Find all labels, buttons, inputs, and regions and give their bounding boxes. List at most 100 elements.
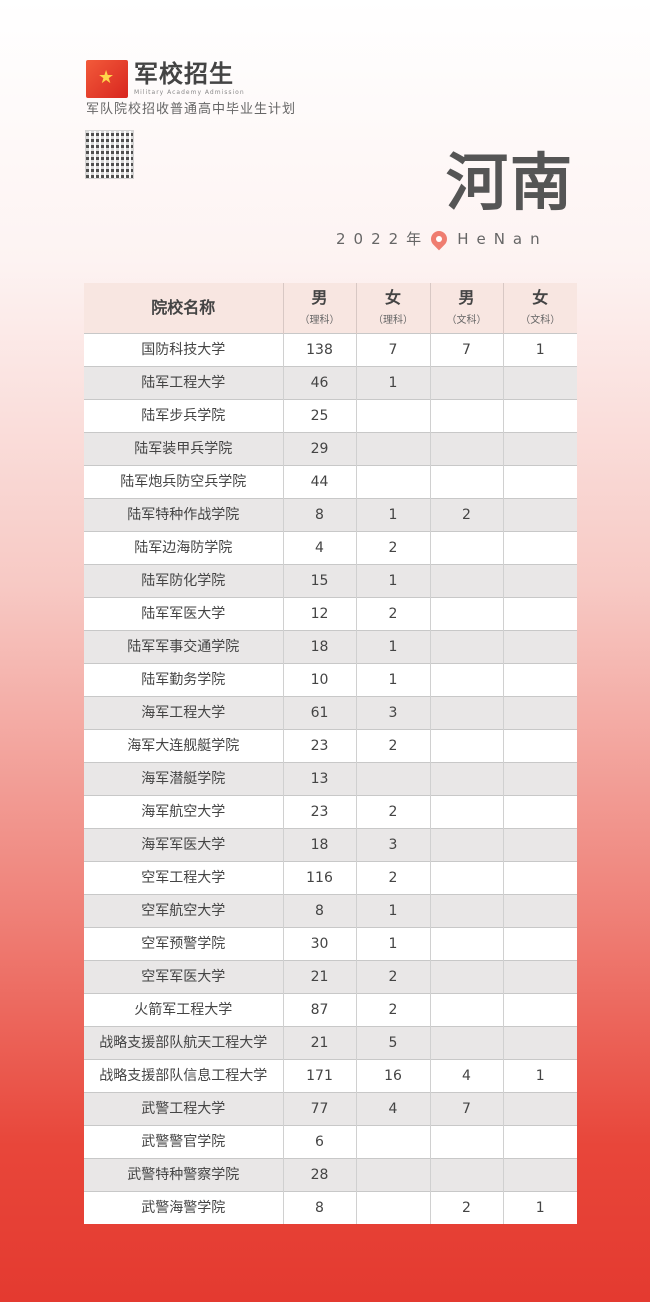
quota-cell: 4 (355, 1092, 430, 1126)
school-name-cell: 陆军特种作战学院 (84, 498, 283, 532)
quota-cell: 13 (282, 762, 356, 796)
quota-cell: 2 (355, 729, 430, 763)
quota-cell (502, 696, 577, 730)
quota-cell: 2 (355, 861, 430, 895)
quota-cell (355, 1191, 430, 1224)
year: 2022年 (336, 230, 430, 248)
school-name-cell: 陆军工程大学 (84, 366, 283, 400)
table-row: 海军工程大学 61 3 (84, 696, 577, 730)
quota-cell (502, 1092, 577, 1126)
quota-cell (502, 729, 577, 763)
quota-cell (502, 432, 577, 466)
quota-cell: 25 (282, 399, 356, 433)
qr-code (85, 130, 134, 179)
quota-cell: 61 (282, 696, 356, 730)
quota-cell (502, 960, 577, 994)
table-row: 陆军勤务学院 10 1 (84, 663, 577, 697)
column-header-label: 男 (458, 288, 475, 307)
quota-cell: 1 (355, 894, 430, 928)
logo: ★ 军校招生 Military Academy Admission (86, 60, 245, 98)
quota-cell: 21 (282, 1026, 356, 1060)
table-row: 空军航空大学 8 1 (84, 894, 577, 928)
table-row: 武警海警学院 8 2 1 (84, 1191, 577, 1224)
quota-cell (502, 531, 577, 565)
quota-cell: 8 (282, 498, 356, 532)
table-row: 陆军军事交通学院 18 1 (84, 630, 577, 664)
quota-cell: 138 (282, 333, 356, 367)
table-row: 武警警官学院 6 (84, 1125, 577, 1159)
quota-cell: 2 (355, 960, 430, 994)
table-row: 战略支援部队航天工程大学 21 5 (84, 1026, 577, 1060)
quota-cell: 77 (282, 1092, 356, 1126)
quota-cell (502, 1026, 577, 1060)
quota-cell (502, 564, 577, 598)
quota-cell (429, 663, 503, 697)
column-header-sub: （理科） (373, 315, 413, 326)
quota-cell: 116 (282, 861, 356, 895)
quota-cell (429, 399, 503, 433)
quota-cell: 1 (502, 333, 577, 367)
quota-cell (429, 927, 503, 961)
quota-cell (502, 927, 577, 961)
quota-cell (502, 993, 577, 1027)
quota-cell: 28 (282, 1158, 356, 1192)
quota-cell (355, 432, 430, 466)
quota-cell: 2 (355, 993, 430, 1027)
column-header: 男 （理科） (282, 283, 356, 334)
school-name-cell: 海军大连舰艇学院 (84, 729, 283, 763)
school-name-cell: 武警工程大学 (84, 1092, 283, 1126)
school-name-cell: 海军军医大学 (84, 828, 283, 862)
table-row: 国防科技大学 138 7 7 1 (84, 333, 577, 367)
column-header-label: 女 (384, 288, 401, 307)
quota-cell: 1 (502, 1059, 577, 1093)
quota-cell: 18 (282, 630, 356, 664)
quota-cell: 1 (355, 366, 430, 400)
quota-cell (502, 861, 577, 895)
table-header-row: 院校名称 男 （理科） 女 （理科） 男 （文科） 女 （文科） (84, 283, 577, 334)
quota-cell: 15 (282, 564, 356, 598)
column-header: 女 （理科） (355, 283, 430, 334)
table-row: 空军军医大学 21 2 (84, 960, 577, 994)
quota-cell (355, 1158, 430, 1192)
column-header-label: 女 (532, 288, 549, 307)
school-name-cell: 空军预警学院 (84, 927, 283, 961)
quota-cell: 10 (282, 663, 356, 697)
table-row: 空军工程大学 116 2 (84, 861, 577, 895)
quota-cell: 1 (355, 498, 430, 532)
quota-cell: 8 (282, 1191, 356, 1224)
quota-cell (355, 465, 430, 499)
quota-cell (429, 762, 503, 796)
column-header-sub: （文科） (446, 315, 487, 326)
school-name-cell: 国防科技大学 (84, 333, 283, 367)
school-name-cell: 陆军防化学院 (84, 564, 283, 598)
quota-cell: 44 (282, 465, 356, 499)
quota-cell (429, 465, 503, 499)
school-name-cell: 海军潜艇学院 (84, 762, 283, 796)
column-header-label: 院校名称 (151, 298, 216, 317)
quota-cell (429, 795, 503, 829)
school-name-cell: 陆军炮兵防空兵学院 (84, 465, 283, 499)
column-header-sub: （文科） (520, 315, 561, 326)
location-pin-icon (427, 227, 451, 251)
quota-cell (502, 597, 577, 631)
quota-cell: 7 (429, 1092, 503, 1126)
table-row: 武警特种警察学院 28 (84, 1158, 577, 1192)
enrollment-table: 院校名称男（理科）女（理科）男（文科）女（文科） 国防科技大学 138 7 7 1 陆军工… (84, 283, 577, 1224)
school-name-cell: 战略支援部队航天工程大学 (84, 1026, 283, 1060)
quota-cell: 23 (282, 795, 356, 829)
column-header: 女 （文科） (502, 283, 577, 334)
quota-cell: 4 (429, 1059, 503, 1093)
quota-cell (502, 399, 577, 433)
quota-cell: 1 (355, 630, 430, 664)
table-row: 海军潜艇学院 13 (84, 762, 577, 796)
quota-cell: 2 (429, 1191, 503, 1224)
quota-cell (429, 993, 503, 1027)
quota-cell (502, 1158, 577, 1192)
page-subtitle: 军队院校招收普通高中毕业生计划 (86, 102, 297, 117)
quota-cell: 1 (355, 564, 430, 598)
quota-cell (429, 366, 503, 400)
quota-cell (502, 762, 577, 796)
quota-cell: 2 (429, 498, 503, 532)
school-name-cell: 海军工程大学 (84, 696, 283, 730)
quota-cell (502, 465, 577, 499)
